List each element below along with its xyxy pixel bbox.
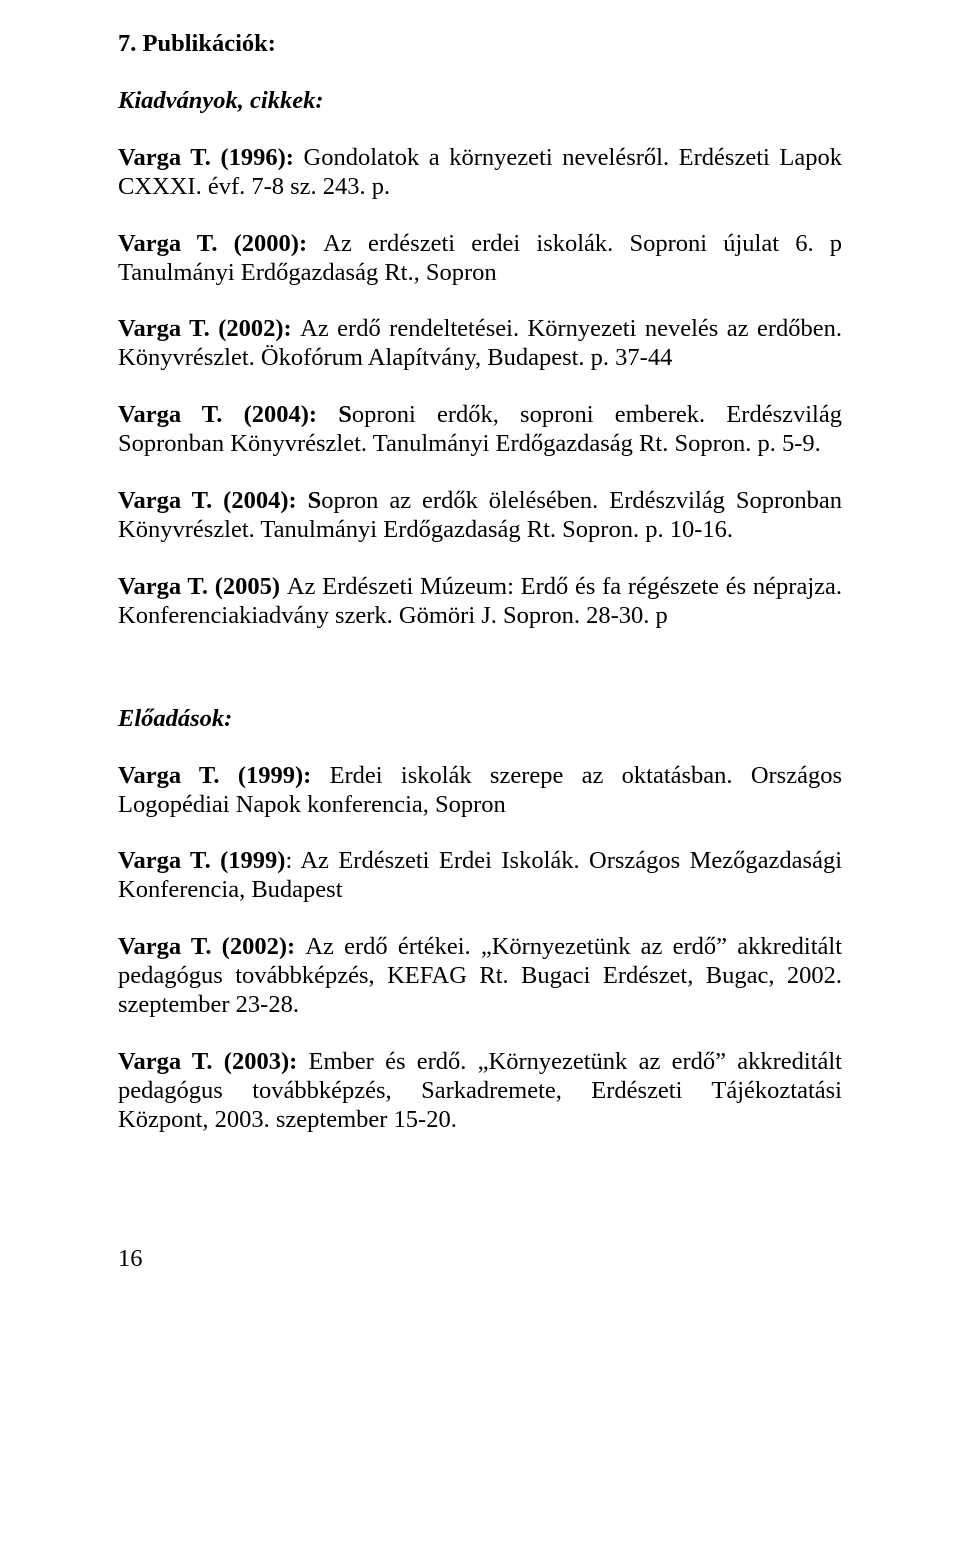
- entry-lead: Varga T. (2005): [118, 573, 287, 600]
- subsection-publications: Kiadványok, cikkek:: [118, 87, 842, 116]
- entry-lead: Varga T. (2004): S: [118, 487, 321, 514]
- publication-entry: Varga T. (2000): Az erdészeti erdei isko…: [118, 230, 842, 288]
- talk-entry: Varga T. (2003): Ember és erdő. „Környez…: [118, 1048, 842, 1135]
- talk-entry: Varga T. (2002): Az erdő értékei. „Körny…: [118, 933, 842, 1020]
- entry-lead: Varga T. (2002):: [118, 933, 305, 960]
- publication-entry: Varga T. (2005) Az Erdészeti Múzeum: Erd…: [118, 573, 842, 631]
- publication-entry: Varga T. (1996): Gondolatok a környezeti…: [118, 144, 842, 202]
- page: 7. Publikációk: Kiadványok, cikkek: Varg…: [0, 0, 960, 1541]
- entry-lead: Varga T. (1999): [118, 847, 285, 874]
- subsection-talks: Előadások:: [118, 705, 842, 734]
- talk-entry: Varga T. (1999): Az Erdészeti Erdei Isko…: [118, 847, 842, 905]
- entry-lead: Varga T. (1996):: [118, 144, 304, 171]
- entry-lead: Varga T. (1999):: [118, 762, 330, 789]
- entry-lead: Varga T. (2003):: [118, 1048, 309, 1075]
- section-title: 7. Publikációk:: [118, 30, 842, 59]
- entry-lead: Varga T. (2002):: [118, 315, 300, 342]
- page-number: 16: [118, 1245, 842, 1274]
- section-gap: [118, 659, 842, 705]
- entry-lead: Varga T. (2000):: [118, 230, 323, 257]
- entry-lead: Varga T. (2004): S: [118, 401, 352, 428]
- publication-entry: Varga T. (2004): Soproni erdők, soproni …: [118, 401, 842, 459]
- talk-entry: Varga T. (1999): Erdei iskolák szerepe a…: [118, 762, 842, 820]
- publication-entry: Varga T. (2002): Az erdő rendeltetései. …: [118, 315, 842, 373]
- publication-entry: Varga T. (2004): Sopron az erdők ölelésé…: [118, 487, 842, 545]
